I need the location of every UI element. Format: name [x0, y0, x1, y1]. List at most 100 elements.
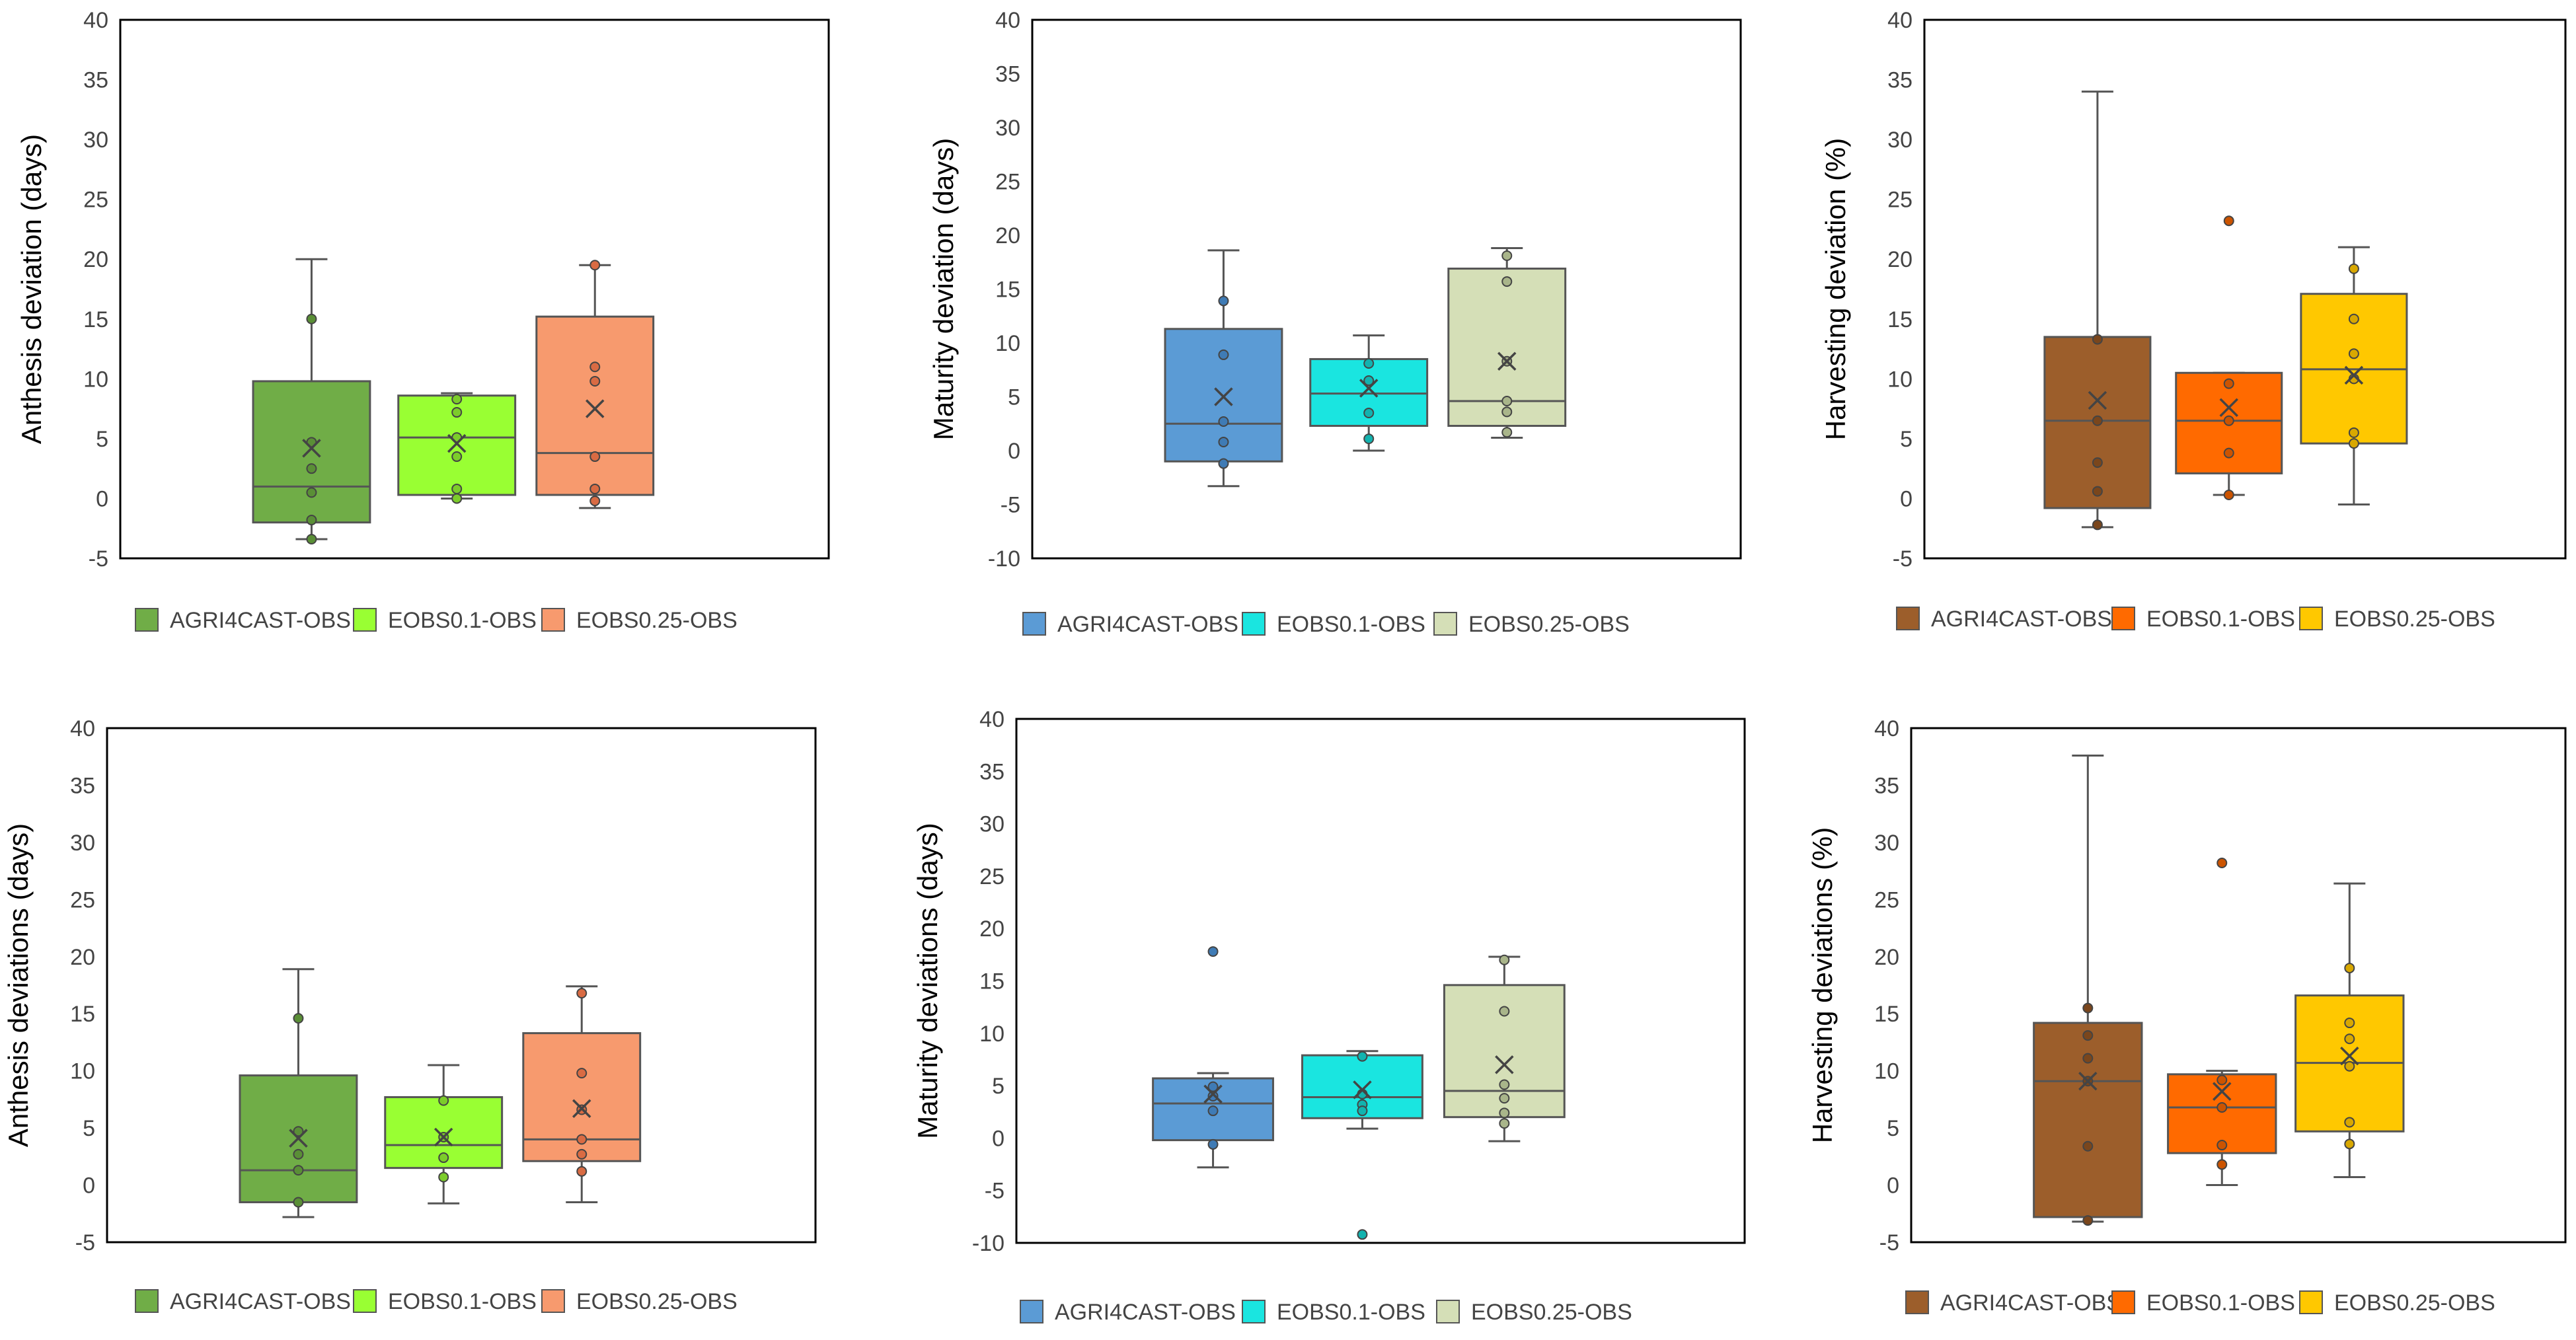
data-point	[1499, 1006, 1510, 1017]
box-iqr	[535, 315, 655, 496]
y-tick-label: 0	[992, 1126, 1004, 1151]
data-point	[1499, 1079, 1510, 1090]
box-series-1	[1152, 946, 1274, 1169]
mean-marker-stroke	[434, 1127, 453, 1147]
legend-label: EOBS0.1-OBS	[2146, 1290, 2295, 1316]
chart-panel-4: -5 0 5 10 15 20 25 30 35 40 Anthesis deviations (d…	[3, 716, 817, 1314]
box-series-2	[2175, 215, 2283, 501]
data-point	[2082, 1215, 2094, 1226]
data-point	[1363, 375, 1375, 387]
legend-swatch	[1242, 612, 1266, 636]
data-point	[438, 1095, 449, 1106]
data-point	[2092, 457, 2103, 468]
data-point	[306, 313, 317, 324]
y-tick-label: 15	[1874, 1002, 1899, 1027]
y-axis-label: Anthesis deviation (days)	[16, 134, 47, 444]
data-point	[1207, 946, 1219, 957]
y-tick-label: 15	[83, 307, 108, 332]
y-tick-label: 25	[979, 864, 1004, 889]
legend-label: EOBS0.25-OBS	[1468, 612, 1630, 637]
data-point	[2092, 415, 2103, 426]
legend-item-2: EOBS0.1-OBS	[353, 608, 537, 633]
mean-marker	[2088, 391, 2107, 410]
mean-marker	[434, 1127, 453, 1147]
mean-marker	[447, 433, 467, 453]
legend-swatch	[1020, 1300, 1043, 1323]
data-point	[2223, 415, 2234, 426]
mean-marker	[2344, 365, 2364, 385]
legend-label: EOBS0.25-OBS	[576, 608, 738, 633]
y-axis-label: Harvesting deviations (%)	[1807, 827, 1838, 1144]
plot-area	[1031, 19, 1742, 560]
box-series-2	[2167, 858, 2277, 1187]
y-tick-label: 10	[70, 1059, 95, 1084]
mean-marker	[2078, 1071, 2098, 1091]
data-point	[1499, 1093, 1510, 1104]
data-point	[2082, 1053, 2094, 1064]
plot-area	[1910, 727, 2567, 1244]
data-point	[2223, 215, 2234, 227]
box-series-3	[535, 260, 655, 509]
legend-label: AGRI4CAST-OBS	[1940, 1290, 2121, 1316]
plot-area	[1923, 19, 2567, 560]
mean-marker	[1214, 387, 1233, 406]
legend-swatch	[541, 608, 565, 632]
chart-panel-5: -10 -5 0 5 10 15 20 25 30 35 40 Maturity deviations…	[912, 707, 1746, 1325]
y-axis-label: Maturity deviations (days)	[912, 823, 943, 1139]
data-point	[293, 1165, 304, 1176]
y-tick-label: -5	[75, 1230, 95, 1255]
y-tick-label: 15	[979, 969, 1004, 994]
data-point	[2216, 1074, 2228, 1086]
y-tick-label: 40	[1887, 8, 1913, 33]
y-tick-label: 30	[1874, 831, 1899, 856]
y-tick-label: 15	[1887, 307, 1913, 332]
y-tick-label: 0	[1008, 439, 1020, 464]
legend-swatch	[353, 1289, 377, 1313]
data-point	[293, 1148, 304, 1160]
data-point	[2216, 1101, 2228, 1113]
y-tick-label: 35	[83, 68, 108, 93]
mean-marker	[2219, 398, 2238, 418]
y-tick-label: 25	[70, 887, 95, 912]
y-tick-label: 20	[1887, 247, 1913, 272]
y-tick-label: 10	[979, 1022, 1004, 1047]
data-point	[1501, 396, 1513, 407]
legend-swatch	[1896, 607, 1920, 630]
legend-item-3: EOBS0.25-OBS	[1436, 1300, 1632, 1325]
legend-label: EOBS0.1-OBS	[1277, 612, 1425, 637]
y-tick-label: 25	[1874, 887, 1899, 912]
y-tick-label: 30	[1887, 128, 1913, 153]
mean-marker-stroke	[1353, 1080, 1372, 1099]
chart-panel-3: -5 0 5 10 15 20 25 30 35 40 Harvesting deviation (…	[1820, 8, 2567, 632]
legend-label: EOBS0.1-OBS	[388, 1289, 537, 1314]
chart-panel-2: -10 -5 0 5 10 15 20 25 30 35 40 Maturity deviation …	[928, 8, 1742, 637]
y-tick-label: 35	[70, 773, 95, 798]
mean-marker-stroke	[572, 1099, 591, 1118]
data-point	[293, 1126, 304, 1137]
y-tick-label: 0	[1900, 486, 1913, 511]
mean-marker	[1203, 1084, 1223, 1104]
data-point	[589, 375, 601, 387]
box-series-2	[384, 1064, 504, 1205]
data-point	[1357, 1105, 1368, 1117]
data-point	[1218, 458, 1229, 469]
data-point	[1499, 954, 1510, 965]
y-tick-label: 5	[1887, 1116, 1899, 1141]
data-point	[1363, 433, 1375, 445]
y-tick-label: 35	[995, 62, 1020, 87]
mean-marker-stroke	[302, 439, 321, 458]
data-point	[451, 493, 463, 504]
legend-item-1: AGRI4CAST-OBS	[135, 608, 351, 633]
data-point	[2092, 334, 2103, 345]
y-tick-label: -5	[89, 546, 108, 572]
mean-marker	[1497, 352, 1517, 371]
data-point	[2348, 263, 2359, 274]
legend-item-3: EOBS0.25-OBS	[2299, 1290, 2495, 1316]
mean-marker-stroke	[2219, 398, 2238, 418]
box-iqr	[2033, 1022, 2143, 1218]
data-point	[589, 451, 601, 463]
data-point	[2348, 313, 2359, 324]
data-point	[2092, 486, 2103, 497]
data-point	[1501, 250, 1513, 261]
data-point	[451, 394, 463, 405]
